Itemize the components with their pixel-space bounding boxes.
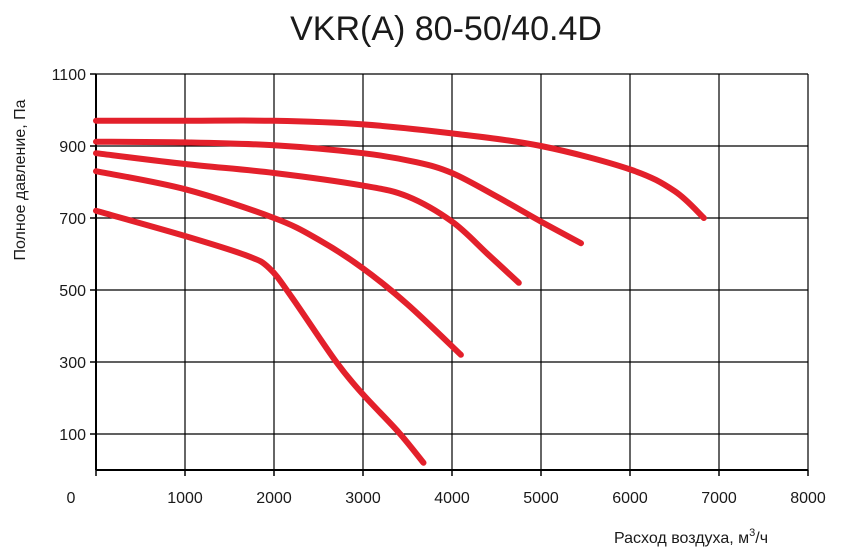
series-line-2 — [93, 138, 584, 247]
y-tick-label-1: 300 — [59, 355, 86, 372]
x-tick-label-7: 7000 — [701, 490, 737, 507]
x-axis-label-text: Расход воздуха, м — [614, 530, 749, 547]
series-line-4 — [93, 168, 464, 358]
x-tick-label-0: 0 — [67, 490, 76, 507]
tick-labels: 100 300 500 700 900 1100 0 1000 2000 3000 4000 5000… — [52, 67, 826, 507]
series-line-5 — [93, 207, 427, 466]
y-tick-label-4: 900 — [59, 139, 86, 156]
series-line-1 — [93, 117, 707, 221]
y-tick-label-0: 100 — [59, 427, 86, 444]
x-tick-label-8: 8000 — [790, 490, 826, 507]
x-axis-label-suffix: /ч — [755, 530, 768, 547]
x-tick-label-5: 5000 — [523, 490, 559, 507]
grid — [96, 73, 809, 470]
y-tick-label-5: 1100 — [52, 67, 87, 84]
y-axis-label: Полное давление, Па — [12, 99, 29, 260]
x-tick-label-2: 2000 — [256, 490, 292, 507]
series-lines — [93, 117, 707, 466]
x-tick-label-4: 4000 — [434, 490, 470, 507]
x-tick-label-6: 6000 — [612, 490, 648, 507]
y-tick-label-3: 700 — [59, 211, 86, 228]
x-tick-label-3: 3000 — [345, 490, 381, 507]
x-axis-label-superscript: 3 — [749, 527, 755, 539]
y-tick-label-2: 500 — [59, 283, 86, 300]
x-axis-label: Расход воздуха, м3/ч — [614, 527, 768, 547]
chart-title: VKR(A) 80-50/40.4D — [290, 10, 602, 48]
x-tick-label-1: 1000 — [167, 490, 203, 507]
series-line-3 — [93, 150, 522, 286]
